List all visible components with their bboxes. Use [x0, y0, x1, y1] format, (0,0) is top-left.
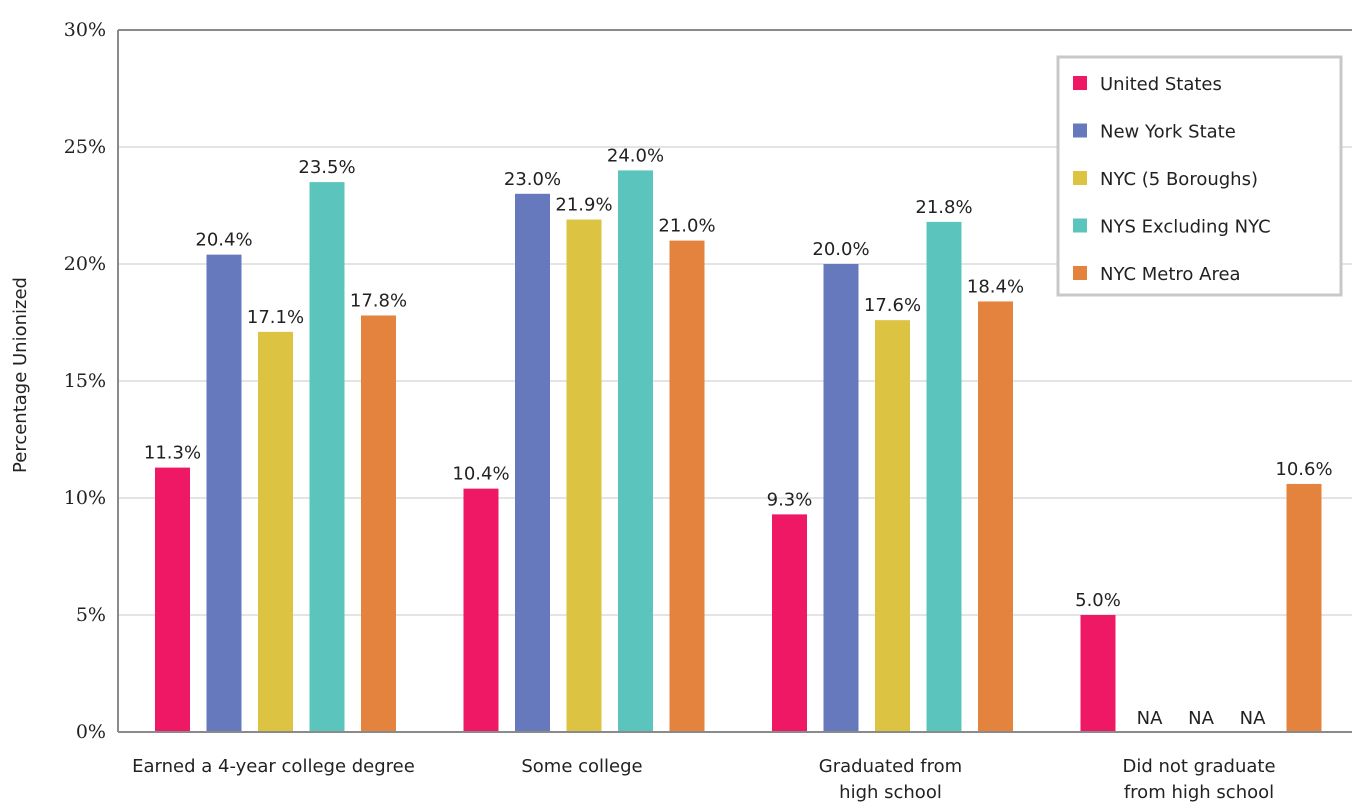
x-tick-label: Graduated from [819, 756, 962, 777]
bar [823, 264, 859, 732]
legend-label: NYS Excluding NYC [1100, 217, 1271, 238]
legend-swatch [1073, 76, 1087, 90]
bar [155, 467, 190, 732]
legend-swatch [1073, 123, 1087, 138]
data-label: 11.3% [144, 443, 201, 464]
x-tick-label: from high school [1124, 782, 1274, 803]
bar [566, 219, 602, 733]
data-label: 9.3% [767, 489, 813, 510]
data-label-na: NA [1240, 708, 1266, 729]
legend-label: NYC (5 Boroughs) [1100, 169, 1258, 190]
legend-swatch [1073, 266, 1087, 280]
x-tick-label: Earned a 4-year college degree [132, 756, 415, 777]
x-tick-label: high school [839, 782, 942, 803]
data-label: 20.0% [812, 239, 869, 260]
data-label: 10.6% [1275, 459, 1332, 480]
data-label: 21.8% [915, 197, 972, 218]
data-label: 24.0% [607, 145, 664, 166]
data-label: 17.6% [864, 295, 921, 316]
bar [515, 193, 550, 733]
bar [1286, 483, 1322, 732]
y-tick-label: 20% [64, 253, 106, 275]
bar [875, 320, 910, 732]
bar [669, 240, 705, 732]
data-label: 23.0% [504, 169, 561, 190]
bar [1080, 615, 1116, 732]
data-label: 23.5% [298, 157, 355, 178]
bar [361, 315, 396, 732]
bar [206, 254, 242, 732]
bars [155, 170, 1322, 733]
data-label: 18.4% [967, 276, 1024, 297]
y-tick-label: 30% [64, 19, 106, 41]
x-tick-label: Some college [521, 756, 642, 777]
data-label: 10.4% [452, 464, 509, 485]
y-axis-label: Percentage Unionized [10, 277, 31, 473]
x-tick-label: Did not graduate [1122, 756, 1275, 777]
data-label: 21.0% [658, 216, 715, 237]
data-label: 20.4% [195, 230, 252, 251]
y-tick-label: 5% [76, 604, 106, 626]
y-tick-label: 25% [64, 136, 106, 158]
bar [772, 514, 807, 732]
legend-swatch [1073, 171, 1087, 185]
data-label: 17.8% [350, 290, 407, 311]
bar [463, 488, 499, 732]
data-label-na: NA [1188, 708, 1214, 729]
bar [978, 301, 1013, 732]
bar [309, 182, 345, 733]
data-label-na: NA [1137, 708, 1163, 729]
legend-box [1056, 55, 1343, 297]
data-label: 17.1% [247, 307, 304, 328]
data-label: 5.0% [1075, 590, 1121, 611]
data-label: 21.9% [555, 195, 612, 216]
axes: 0% 5% 10% 15% 20% 25% 30% Earned a 4-year colle… [64, 19, 1352, 803]
data-labels: 11.3% 20.4% 17.1% 23.5% 17.8% 10.4% 23.0% 21.9%… [144, 145, 1333, 729]
legend-label: United States [1100, 74, 1222, 95]
bar [258, 331, 293, 732]
legend: United States New York State NYC (5 Boroug… [1056, 55, 1343, 297]
legend-swatch [1073, 218, 1087, 233]
y-tick-label: 0% [76, 721, 106, 743]
y-tick-label: 10% [64, 487, 106, 509]
legend-label: NYC Metro Area [1100, 264, 1241, 285]
bar [926, 221, 962, 732]
legend-label: New York State [1100, 122, 1236, 143]
bar [618, 170, 653, 732]
y-tick-label: 15% [64, 370, 106, 392]
